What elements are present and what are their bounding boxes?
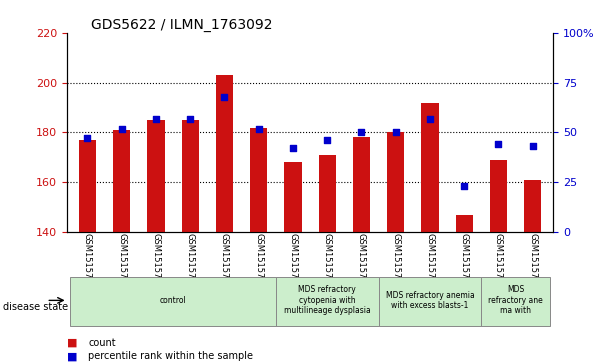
Text: ■: ■ <box>67 351 77 362</box>
Bar <box>147 120 165 232</box>
Bar <box>353 138 370 232</box>
Text: count: count <box>88 338 116 348</box>
Point <box>254 126 263 131</box>
Bar <box>319 155 336 232</box>
FancyBboxPatch shape <box>71 277 276 326</box>
Text: MDS
refractory ane
ma with: MDS refractory ane ma with <box>488 285 543 315</box>
Text: MDS refractory
cytopenia with
multilineage dysplasia: MDS refractory cytopenia with multilinea… <box>284 285 371 315</box>
Text: GSM1515746: GSM1515746 <box>83 233 92 289</box>
Point <box>460 183 469 189</box>
Point <box>357 130 367 135</box>
Text: GSM1515749: GSM1515749 <box>185 233 195 289</box>
Text: GSM1515759: GSM1515759 <box>528 233 537 289</box>
Bar <box>387 132 404 232</box>
Text: MDS refractory anemia
with excess blasts-1: MDS refractory anemia with excess blasts… <box>385 291 474 310</box>
Point <box>185 115 195 121</box>
Text: GSM1515758: GSM1515758 <box>494 233 503 289</box>
Point <box>528 144 537 150</box>
Point <box>219 94 229 99</box>
Text: control: control <box>160 296 187 305</box>
Text: percentile rank within the sample: percentile rank within the sample <box>88 351 253 362</box>
Point <box>83 136 92 142</box>
Point <box>117 126 126 131</box>
Text: GSM1515752: GSM1515752 <box>288 233 297 289</box>
Bar <box>285 162 302 232</box>
Text: GSM1515751: GSM1515751 <box>254 233 263 289</box>
Point <box>425 115 435 121</box>
Text: GSM1515755: GSM1515755 <box>391 233 400 289</box>
Bar <box>490 160 507 232</box>
FancyBboxPatch shape <box>379 277 482 326</box>
Point <box>391 130 401 135</box>
Point <box>151 115 161 121</box>
Text: GSM1515753: GSM1515753 <box>323 233 332 289</box>
Text: GSM1515756: GSM1515756 <box>426 233 435 289</box>
Text: GSM1515754: GSM1515754 <box>357 233 366 289</box>
Point <box>322 138 332 143</box>
Point <box>288 146 298 151</box>
Bar <box>524 180 541 232</box>
Text: ■: ■ <box>67 338 77 348</box>
Point <box>494 142 503 147</box>
Bar <box>79 140 96 232</box>
FancyBboxPatch shape <box>482 277 550 326</box>
Text: GSM1515750: GSM1515750 <box>220 233 229 289</box>
Text: GSM1515757: GSM1515757 <box>460 233 469 289</box>
FancyBboxPatch shape <box>276 277 379 326</box>
Text: disease state: disease state <box>3 302 68 312</box>
Text: GSM1515748: GSM1515748 <box>151 233 161 289</box>
Text: GSM1515747: GSM1515747 <box>117 233 126 289</box>
Bar <box>216 75 233 232</box>
Bar <box>421 102 438 232</box>
Bar <box>182 120 199 232</box>
Bar <box>250 127 268 232</box>
Text: GDS5622 / ILMN_1763092: GDS5622 / ILMN_1763092 <box>91 18 273 32</box>
Bar <box>455 215 473 232</box>
Bar <box>113 130 130 232</box>
